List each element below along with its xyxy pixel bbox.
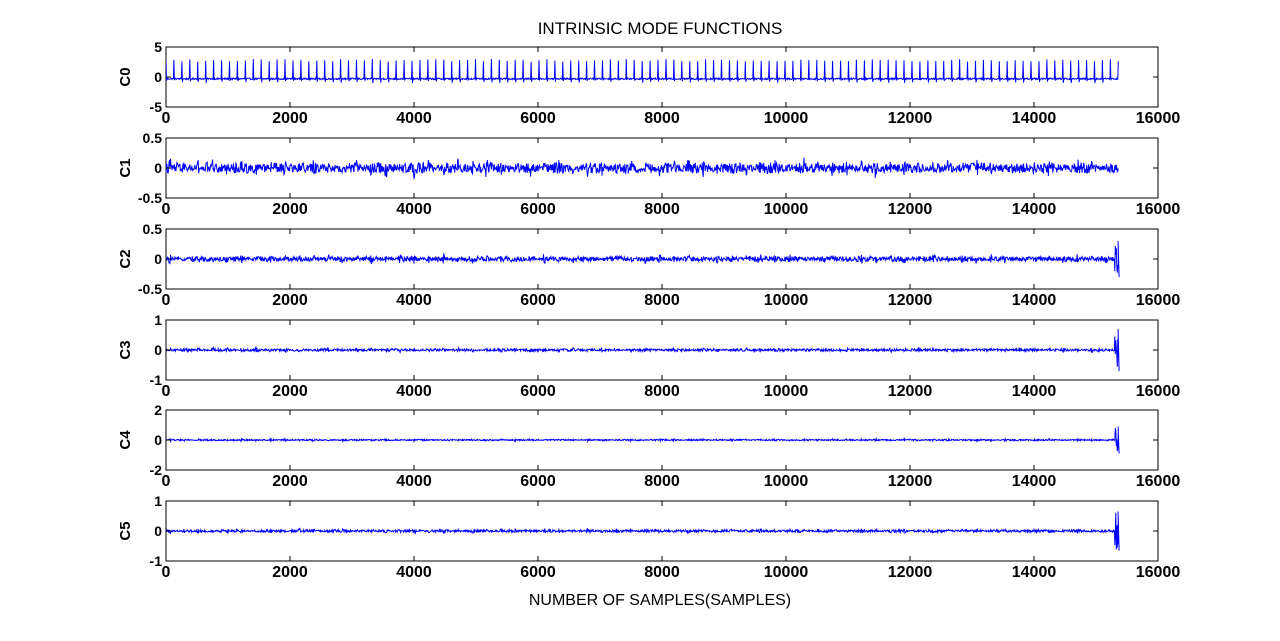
y-tick-label: -0.5	[138, 281, 162, 297]
x-tick-label: 8000	[644, 473, 680, 490]
x-tick-label: 6000	[520, 383, 556, 400]
x-tick-label: 16000	[1136, 383, 1181, 400]
series-line-c1	[166, 157, 1119, 180]
x-tick-label: 6000	[520, 473, 556, 490]
y-tick-label: -1	[150, 553, 163, 569]
panel-c1: 0 2000 4000 6000 8000 10000 12000 14000 16000 0.5…	[117, 130, 1180, 218]
x-tick-label: 10000	[764, 110, 809, 127]
y-tick-label: 5	[154, 39, 162, 55]
x-tick-label: 8000	[644, 564, 680, 581]
y-axis-label-c3: C3	[117, 340, 134, 359]
x-tick-label: 14000	[1012, 201, 1057, 218]
x-tick-label: 4000	[396, 564, 432, 581]
x-tick-label: 12000	[888, 292, 933, 309]
y-tick-label: -0.5	[138, 190, 162, 206]
x-tick-label: 10000	[764, 201, 809, 218]
x-tick-label: 0	[162, 110, 171, 127]
x-tick-label: 12000	[888, 110, 933, 127]
x-tick-label: 4000	[396, 110, 432, 127]
x-tick-label: 4000	[396, 383, 432, 400]
y-tick-label: 0	[154, 523, 162, 539]
y-tick-label: 2	[154, 402, 162, 418]
y-tick-label: 0	[154, 342, 162, 358]
x-tick-label: 6000	[520, 110, 556, 127]
x-tick-label: 2000	[272, 110, 308, 127]
x-tick-label: 14000	[1012, 473, 1057, 490]
y-tick-label: 1	[154, 493, 162, 509]
panel-c5: 0 2000 4000 6000 8000 10000 12000 14000 1600010-…	[117, 493, 1180, 581]
y-axis-label-c1: C1	[117, 158, 134, 177]
chart-title: INTRINSIC MODE FUNCTIONS	[538, 19, 783, 38]
panel-c4: 0 2000 4000 6000 8000 10000 12000 14000 1600020-…	[117, 402, 1180, 490]
y-tick-label: 1	[154, 312, 162, 328]
panel-c2: 0 2000 4000 6000 8000 10000 12000 14000 16000 0.5…	[117, 221, 1180, 309]
x-tick-label: 4000	[396, 201, 432, 218]
x-tick-label: 0	[162, 292, 171, 309]
x-tick-label: 0	[162, 201, 171, 218]
x-tick-label: 2000	[272, 473, 308, 490]
x-tick-label: 2000	[272, 292, 308, 309]
panel-c3: 0 2000 4000 6000 8000 10000 12000 14000 1600010-…	[117, 312, 1180, 400]
x-tick-label: 10000	[764, 383, 809, 400]
y-tick-label: 0	[154, 160, 162, 176]
y-axis-label-c4: C4	[117, 430, 134, 450]
x-tick-label: 0	[162, 383, 171, 400]
x-tick-label: 14000	[1012, 110, 1057, 127]
x-tick-label: 16000	[1136, 473, 1181, 490]
y-tick-label: 0	[154, 432, 162, 448]
x-tick-label: 10000	[764, 292, 809, 309]
axes-frame	[165, 46, 1159, 108]
panel-c0: 0 2000 4000 6000 8000 10000 12000 14000 1600050-…	[117, 39, 1180, 127]
x-tick-label: 16000	[1136, 110, 1181, 127]
x-tick-label: 16000	[1136, 292, 1181, 309]
series-line-c3	[166, 328, 1120, 372]
y-axis-label-c5: C5	[117, 521, 134, 540]
y-axis-label-c2: C2	[117, 249, 134, 268]
x-tick-label: 2000	[272, 201, 308, 218]
x-tick-label: 4000	[396, 292, 432, 309]
x-tick-label: 8000	[644, 292, 680, 309]
panels-group: 0 2000 4000 6000 8000 10000 12000 14000 1600050-…	[117, 39, 1180, 581]
series-line-c4	[166, 426, 1120, 454]
x-tick-label: 8000	[644, 110, 680, 127]
y-tick-label: -1	[150, 372, 163, 388]
x-tick-label: 14000	[1012, 564, 1057, 581]
y-tick-label: -5	[150, 99, 163, 115]
x-tick-label: 16000	[1136, 564, 1181, 581]
x-tick-label: 12000	[888, 383, 933, 400]
x-tick-label: 8000	[644, 383, 680, 400]
x-tick-label: 12000	[888, 564, 933, 581]
x-tick-label: 16000	[1136, 201, 1181, 218]
x-tick-label: 14000	[1012, 292, 1057, 309]
x-tick-label: 6000	[520, 292, 556, 309]
x-axis-label: NUMBER OF SAMPLES(SAMPLES)	[529, 592, 791, 609]
y-axis-label-c0: C0	[117, 67, 134, 86]
x-tick-label: 6000	[520, 564, 556, 581]
x-tick-label: 2000	[272, 564, 308, 581]
x-tick-label: 10000	[764, 473, 809, 490]
x-tick-label: 14000	[1012, 383, 1057, 400]
x-tick-label: 0	[162, 473, 171, 490]
y-tick-label: 0	[154, 251, 162, 267]
y-tick-label: 0.5	[143, 130, 163, 146]
y-tick-label: -2	[150, 462, 163, 478]
x-tick-label: 4000	[396, 473, 432, 490]
x-tick-label: 8000	[644, 201, 680, 218]
x-tick-label: 12000	[888, 473, 933, 490]
series-line-c2	[166, 240, 1120, 278]
y-tick-label: 0	[154, 69, 162, 85]
y-tick-label: 0.5	[143, 221, 163, 237]
series-line-c0	[166, 58, 1119, 84]
x-tick-label: 12000	[888, 201, 933, 218]
series-line-c5	[166, 511, 1120, 551]
x-tick-label: 2000	[272, 383, 308, 400]
x-tick-label: 10000	[764, 564, 809, 581]
x-tick-label: 0	[162, 564, 171, 581]
x-tick-label: 6000	[520, 201, 556, 218]
